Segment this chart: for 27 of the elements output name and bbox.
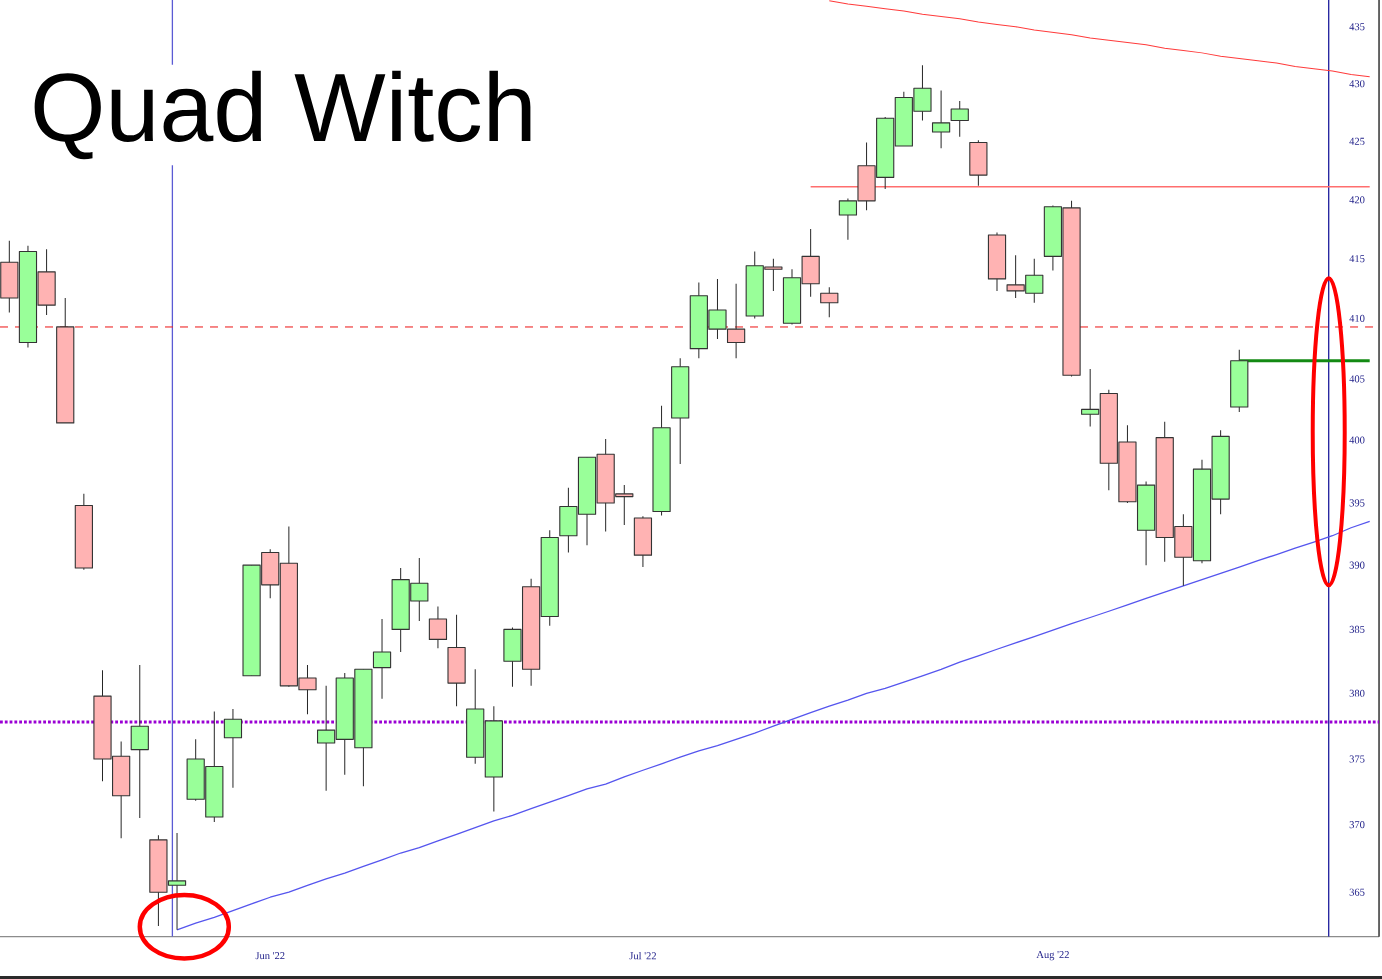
y-tick-label: 370 <box>1349 821 1365 829</box>
text: Quad Witch <box>34 70 531 160</box>
y-tick-label: 395 <box>1349 499 1365 507</box>
y-tick-label: 380 <box>1349 689 1365 697</box>
candlestick <box>950 100 969 138</box>
candlestick <box>428 606 448 649</box>
y-tick-label: 420 <box>1349 196 1365 204</box>
y-tick-label: 415 <box>1349 255 1365 263</box>
x-tick-label: Aug '22 <box>1036 951 1069 961</box>
y-tick-label: 375 <box>1349 755 1365 763</box>
y-tick-label: 435 <box>1349 23 1365 31</box>
y-tick-label: 400 <box>1349 436 1365 444</box>
x-tick-label: Jun '22 <box>255 952 285 960</box>
y-tick-label: 405 <box>1349 375 1365 383</box>
y-tick-label: 430 <box>1349 80 1365 88</box>
candlestick <box>130 664 149 819</box>
y-tick-label: 385 <box>1349 625 1365 633</box>
candlestick <box>372 618 392 700</box>
candlestick <box>931 89 951 149</box>
y-tick-label: 365 <box>1349 888 1365 896</box>
candlestick <box>223 708 243 789</box>
y-tick-label: 390 <box>1349 561 1365 569</box>
y-tick-label: 410 <box>1349 314 1365 322</box>
y-tick-label: 425 <box>1349 137 1365 145</box>
candlestick <box>820 286 839 318</box>
line-series <box>176 520 1371 931</box>
x-tick-label: Jul '22 <box>629 951 657 960</box>
